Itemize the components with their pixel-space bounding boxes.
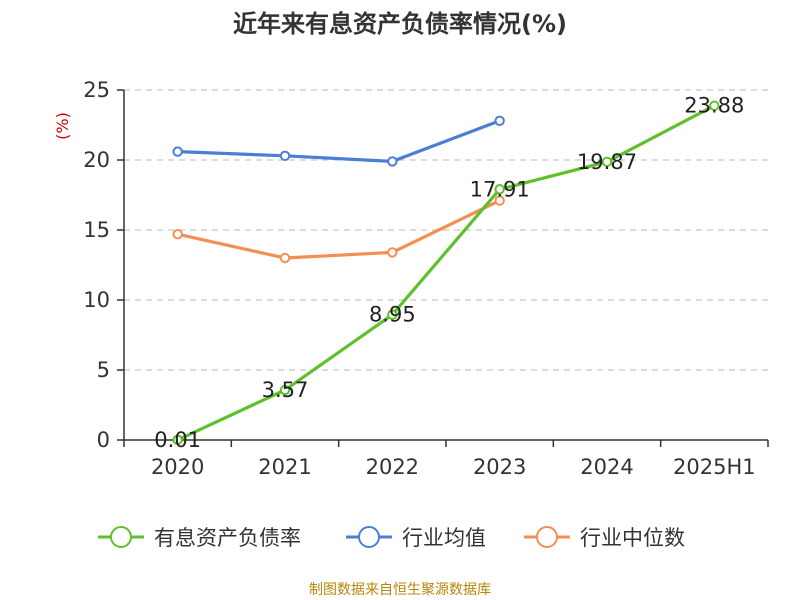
data-point: [387, 247, 398, 258]
data-label: 17.91: [470, 177, 530, 201]
chart-title: 近年来有息资产负债率情况(%): [233, 10, 567, 38]
legend-item[interactable]: 行业均值: [346, 526, 486, 550]
data-point: [279, 384, 291, 396]
data-point: [601, 156, 613, 168]
y-tick-label: 15: [83, 218, 110, 242]
y-tick-label: 25: [83, 78, 110, 102]
legend-item[interactable]: 有息资产负债率: [98, 526, 301, 550]
series-points: [172, 100, 720, 446]
legend-marker-icon: [358, 526, 380, 548]
data-label: 23.88: [684, 94, 744, 118]
data-point: [387, 309, 398, 320]
legend-label: 行业均值: [402, 526, 486, 550]
data-point: [494, 115, 505, 127]
source-note: 制图数据来自恒生聚源数据库: [309, 582, 491, 598]
y-axis-unit: (%): [53, 112, 72, 140]
x-tick-label: 2024: [580, 455, 633, 479]
data-label: 0.01: [154, 428, 201, 452]
legend[interactable]: 有息资产负债率 行业均值 行业中位数: [98, 526, 685, 550]
data-labels: 0.01 3.57 8.95 17.91 19.87 23.88: [154, 94, 744, 452]
gridlines: [124, 89, 768, 371]
series-line: [176, 104, 716, 442]
legend-marker-icon: [110, 526, 132, 548]
axes: [117, 89, 769, 447]
legend-marker-icon: [536, 526, 558, 548]
x-tick-label: 2023: [473, 455, 526, 479]
y-tick-labels: 0 5 10 15 20 25: [83, 78, 110, 452]
data-point: [172, 434, 183, 446]
y-tick-label: 5: [97, 358, 110, 382]
y-tick-label: 10: [83, 288, 110, 312]
x-tick-labels: 2020 2021 2022 2023 2024 2025H1: [151, 455, 756, 479]
y-tick-label: 20: [83, 148, 110, 172]
series-line: [176, 119, 502, 163]
data-point: [279, 252, 291, 264]
series-lines: [176, 104, 716, 442]
x-tick-label: 2020: [151, 455, 204, 479]
legend-label: 有息资产负债率: [154, 526, 301, 550]
data-label: 19.87: [577, 150, 637, 174]
y-tick-label: 0: [97, 428, 110, 452]
x-tick-label: 2022: [366, 455, 419, 479]
data-point: [387, 156, 398, 167]
data-point: [494, 184, 505, 195]
data-point: [709, 100, 720, 111]
data-label: 8.95: [369, 303, 416, 327]
data-label: 3.57: [262, 378, 309, 402]
data-point: [172, 229, 183, 240]
series-line: [176, 199, 502, 260]
data-point: [494, 195, 505, 206]
data-point: [279, 150, 291, 162]
legend-item[interactable]: 行业中位数: [524, 526, 685, 550]
legend-label: 行业中位数: [580, 526, 685, 550]
data-point: [172, 146, 183, 157]
x-tick-label: 2025H1: [673, 455, 756, 479]
x-tick-label: 2021: [258, 455, 311, 479]
